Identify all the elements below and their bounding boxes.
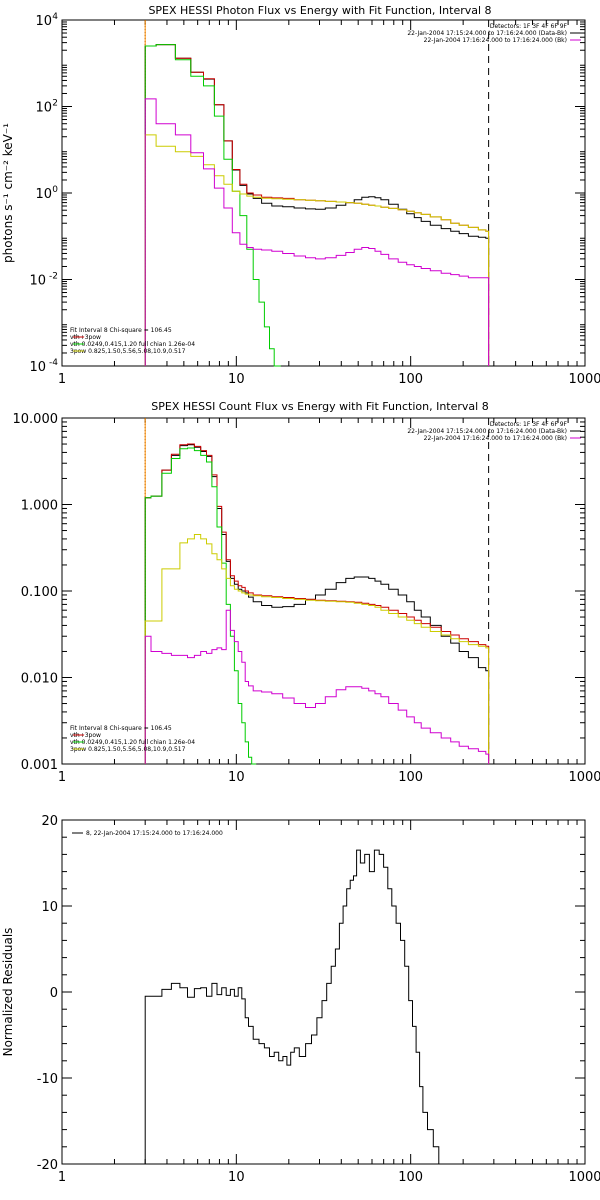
photon-flux-panel: SPEX HESSI Photon Flux vs Energy with Fi… bbox=[1, 4, 600, 387]
panel-title: SPEX HESSI Count Flux vs Energy with Fit… bbox=[151, 400, 488, 413]
y-axis-label: photons s⁻¹ cm⁻² keV⁻¹ bbox=[1, 123, 15, 263]
x-tick-label: 10 bbox=[228, 770, 245, 785]
y-tick-label: 1.000 bbox=[21, 499, 58, 514]
y-tick-label: 10 bbox=[41, 900, 58, 915]
series-data bbox=[144, 444, 490, 764]
y-tick-label: 0 bbox=[50, 986, 58, 1001]
data-series bbox=[144, 44, 490, 367]
x-tick-label: 100 bbox=[398, 1170, 423, 1185]
count-flux-panel: SPEX HESSI Count Flux vs Energy with Fit… bbox=[13, 400, 600, 785]
legend-entry-text: 22-Jan-2004 17:16:24.000 to 17:16:24.000… bbox=[424, 435, 567, 442]
y-tick-exponent: 0 bbox=[52, 185, 58, 195]
legend-entry-text: Fit Interval 8 Chi-square = 106.45 bbox=[70, 327, 172, 334]
legend-entry-text: 3pow 0.825,1.50,5.56,5.08,10.9,0.517 bbox=[70, 746, 186, 753]
series-residuals bbox=[144, 849, 489, 1165]
x-tick-label: 100 bbox=[398, 770, 423, 785]
series-background bbox=[144, 98, 490, 366]
legend-entry-text: 22-Jan-2004 17:15:24.000 to 17:16:24.000… bbox=[407, 428, 567, 435]
x-tick-label: 10 bbox=[228, 1170, 245, 1185]
residuals-panel: Normalized Residuals 1 10 100 1000 -20 -10 0 10… bbox=[1, 814, 600, 1185]
legend-entry-text: vth+3pow bbox=[70, 334, 101, 341]
x-tick-label: 100 bbox=[398, 372, 423, 387]
y-tick-label: 104 bbox=[35, 12, 58, 29]
y-tick-base: 10 bbox=[29, 360, 46, 375]
y-tick-label: 0.010 bbox=[21, 672, 58, 687]
legend-entry-text: vth 0.0249,0.415,1.20 full chian 1.26e-0… bbox=[70, 341, 195, 348]
y-tick-label: 0.100 bbox=[21, 585, 58, 600]
x-tick-label: 1 bbox=[58, 1170, 66, 1185]
y-tick-label: 0.001 bbox=[21, 758, 58, 773]
legend-entry-text: 8, 22-Jan-2004 17:15:24.000 to 17:16:24.… bbox=[86, 830, 223, 837]
legend-entry-text: Fit Interval 8 Chi-square = 106.45 bbox=[70, 725, 172, 732]
y-tick-base: 10 bbox=[35, 101, 52, 116]
data-series bbox=[144, 849, 489, 1165]
series-thermal bbox=[144, 447, 257, 765]
series-background bbox=[144, 609, 490, 764]
y-tick-label: -20 bbox=[37, 1158, 58, 1173]
y-tick-label: -10 bbox=[37, 1072, 58, 1087]
x-tick-label: 1 bbox=[58, 372, 66, 387]
axis-ticks: 1 10 100 1000 0.001 0.010 0.100 1.000 10.000 bbox=[13, 412, 600, 785]
y-tick-exponent: -4 bbox=[49, 358, 58, 368]
y-tick-label: 100 bbox=[35, 185, 58, 202]
data-series bbox=[144, 443, 490, 765]
y-tick-label: 10 -4 bbox=[29, 358, 58, 375]
x-tick-label: 1 bbox=[58, 770, 66, 785]
y-tick-base: 10 bbox=[35, 187, 52, 202]
y-tick-exponent: -2 bbox=[49, 272, 58, 282]
series-nonthermal bbox=[144, 534, 490, 764]
legend-entry-text: 3pow 0.825,1.50,5.56,5.08,10.9,0.517 bbox=[70, 348, 186, 355]
x-tick-label: 1000 bbox=[568, 1170, 600, 1185]
legend-top-left: 8, 22-Jan-2004 17:15:24.000 to 17:16:24.… bbox=[72, 830, 223, 837]
legend-entry-text: vth 0.0249,0.415,1.20 full chian 1.26e-0… bbox=[70, 739, 195, 746]
legend-bottom-left: Fit Interval 8 Chi-square = 106.45vth+3p… bbox=[70, 327, 195, 355]
x-tick-label: 1000 bbox=[568, 372, 600, 387]
legend-entry-text: 22-Jan-2004 17:16:24.000 to 17:16:24.000… bbox=[424, 37, 567, 44]
axis-ticks: 1 10 100 1000 -20 -10 0 10 20 bbox=[37, 814, 600, 1185]
y-tick-exponent: 2 bbox=[52, 99, 58, 109]
panel-title: SPEX HESSI Photon Flux vs Energy with Fi… bbox=[148, 4, 491, 17]
y-tick-base: 10 bbox=[29, 274, 46, 289]
y-tick-label: 10.000 bbox=[13, 412, 59, 427]
x-tick-label: 1000 bbox=[568, 770, 600, 785]
y-tick-label: 102 bbox=[35, 99, 58, 116]
legend-entry-text: Detectors: 1F 3F 4F 6F 9F bbox=[490, 23, 568, 30]
legend-entry-text: 22-Jan-2004 17:15:24.000 to 17:16:24.000… bbox=[407, 30, 567, 37]
series-nonthermal bbox=[144, 134, 490, 366]
x-tick-label: 10 bbox=[228, 372, 245, 387]
y-tick-label: 20 bbox=[41, 814, 58, 829]
y-axis-label: Normalized Residuals bbox=[1, 928, 15, 1057]
y-tick-exponent: 4 bbox=[52, 12, 58, 22]
y-tick-label: 10 -2 bbox=[29, 272, 58, 289]
y-tick-base: 10 bbox=[35, 14, 52, 29]
legend-bottom-left: Fit Interval 8 Chi-square = 106.45vth+3p… bbox=[70, 725, 195, 753]
legend-entry-text: vth+3pow bbox=[70, 732, 101, 739]
legend-entry-text: Detectors: 1F 3F 4F 6F 9F bbox=[490, 421, 568, 428]
